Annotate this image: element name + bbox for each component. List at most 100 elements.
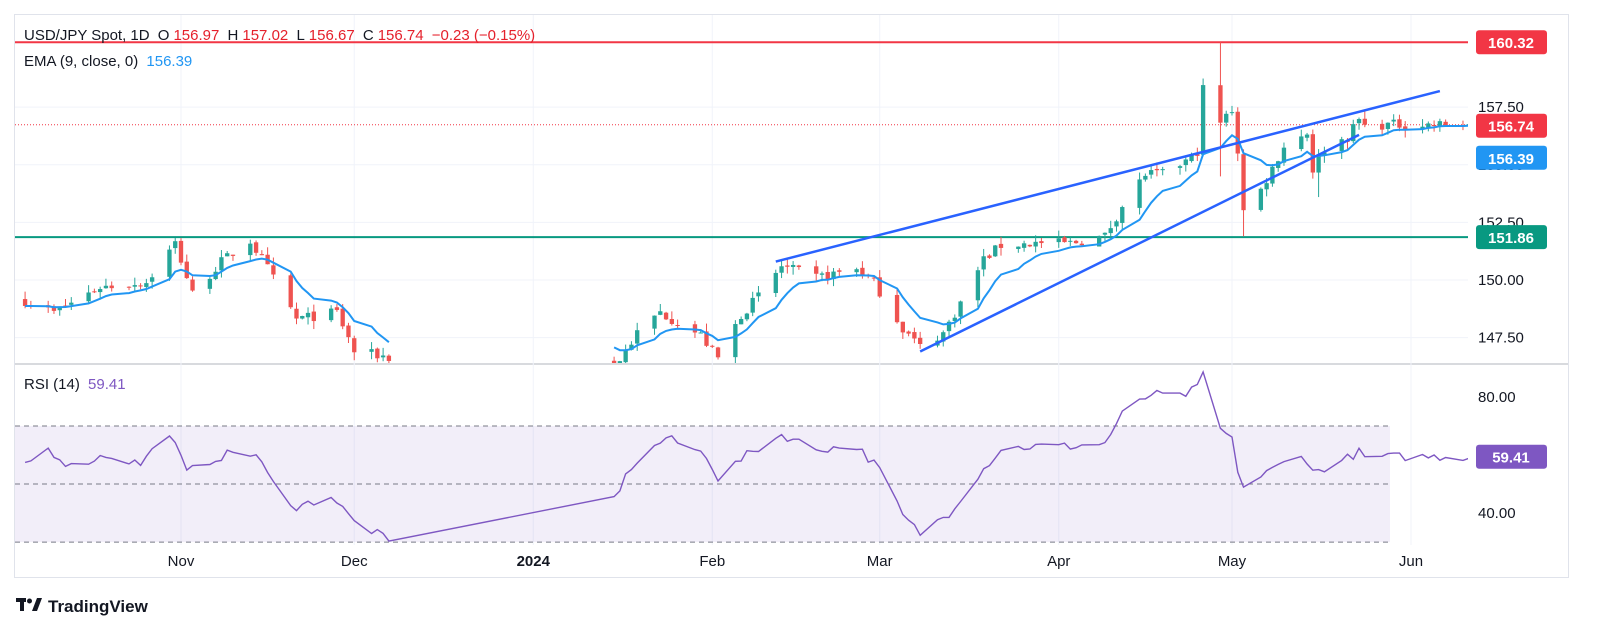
candle-body bbox=[1195, 154, 1200, 156]
candle-body bbox=[1120, 207, 1125, 223]
candle-body bbox=[92, 291, 97, 293]
candle-body bbox=[340, 308, 345, 327]
candle-body bbox=[785, 265, 790, 267]
ema-value: 156.39 bbox=[146, 53, 193, 70]
candle-body bbox=[1177, 166, 1183, 168]
open-label: O bbox=[157, 27, 170, 44]
candle-body bbox=[1351, 124, 1356, 142]
ema-line bbox=[25, 257, 390, 343]
candle-body bbox=[958, 301, 963, 317]
candle-body bbox=[738, 319, 744, 325]
candle-body bbox=[311, 311, 316, 322]
close-label: C bbox=[362, 27, 374, 44]
x-tick-label: Mar bbox=[867, 553, 893, 570]
candle-body bbox=[790, 264, 796, 267]
candle-body bbox=[97, 289, 103, 293]
candle-body bbox=[1229, 112, 1235, 114]
chart-frame bbox=[14, 14, 1569, 578]
y-tick-label: 147.50 bbox=[1478, 330, 1524, 347]
candle-body bbox=[1420, 126, 1425, 129]
brand-name: TradingView bbox=[48, 596, 148, 616]
candle-body bbox=[1079, 243, 1085, 246]
candle-body bbox=[877, 277, 882, 297]
candle-body bbox=[346, 325, 351, 338]
candle-body bbox=[715, 347, 721, 358]
candle-body bbox=[906, 331, 911, 334]
rsi-label: RSI (14) bbox=[24, 376, 80, 393]
change-value: −0.23 (−0.15%) bbox=[431, 27, 536, 44]
candle-body bbox=[1235, 111, 1240, 154]
candle-body bbox=[22, 299, 28, 306]
candle-body bbox=[825, 271, 830, 280]
candle-body bbox=[1304, 134, 1310, 138]
low-value: 156.67 bbox=[308, 27, 355, 44]
candle-body bbox=[173, 241, 178, 249]
candle-body bbox=[334, 307, 340, 310]
candle-body bbox=[1102, 232, 1108, 235]
rsi-line bbox=[24, 369, 1468, 542]
candle-body bbox=[225, 253, 230, 257]
candle-body bbox=[375, 348, 380, 359]
candle-body bbox=[178, 240, 184, 263]
candle-body bbox=[294, 308, 299, 319]
resistance-badge bbox=[1476, 30, 1547, 55]
candle-body bbox=[1270, 166, 1275, 184]
candle-body bbox=[51, 306, 57, 311]
candle-body bbox=[259, 254, 265, 256]
candle-body bbox=[1339, 139, 1344, 151]
candle-body bbox=[1264, 183, 1269, 190]
candle-body bbox=[704, 331, 709, 346]
high-label: H bbox=[227, 27, 239, 44]
candle-body bbox=[1154, 168, 1160, 171]
candle-body bbox=[623, 350, 628, 363]
candle-body bbox=[1027, 244, 1033, 247]
x-tick-label: 2024 bbox=[517, 553, 551, 570]
candle-body bbox=[814, 266, 819, 274]
support-badge bbox=[1476, 225, 1547, 250]
price-pane bbox=[15, 41, 1468, 363]
candle-body bbox=[138, 285, 143, 287]
candle-body bbox=[993, 245, 998, 257]
candle-body bbox=[1160, 169, 1165, 171]
rsi-legend[interactable]: RSI (14) 59.41 bbox=[24, 376, 130, 393]
ema-line bbox=[613, 124, 1468, 352]
low-label: L bbox=[296, 27, 305, 44]
tradingview-brand[interactable]: TradingView bbox=[16, 596, 148, 617]
x-tick-label: Dec bbox=[341, 553, 368, 570]
symbol-name[interactable]: USD/JPY Spot, 1D bbox=[24, 27, 150, 44]
candle-body bbox=[230, 254, 236, 256]
rsi-value-label: 59.41 bbox=[1492, 450, 1530, 467]
candle-body bbox=[652, 315, 657, 329]
candle-body bbox=[167, 249, 172, 277]
y-tick-label: 150.00 bbox=[1478, 272, 1524, 289]
candle-body bbox=[271, 265, 276, 275]
candle-body bbox=[1114, 221, 1119, 227]
candle-body bbox=[103, 285, 109, 289]
candle-body bbox=[1281, 147, 1287, 163]
ema-legend[interactable]: EMA (9, close, 0) 156.39 bbox=[24, 53, 196, 70]
candle-body bbox=[773, 272, 778, 294]
candle-body bbox=[611, 360, 617, 363]
candle-body bbox=[831, 271, 836, 280]
candle-body bbox=[675, 324, 680, 326]
rsi-value: 59.41 bbox=[88, 376, 126, 393]
candle-body bbox=[1200, 85, 1206, 155]
last-price-label: 156.74 bbox=[1488, 119, 1535, 136]
x-tick-label: Feb bbox=[699, 553, 725, 570]
candle-body bbox=[1056, 238, 1061, 243]
candle-body bbox=[207, 278, 213, 289]
candle-body bbox=[132, 285, 137, 287]
candle-body bbox=[658, 311, 663, 315]
candle-body bbox=[669, 319, 675, 324]
candle-body bbox=[305, 312, 311, 318]
candle-body bbox=[1039, 241, 1044, 244]
last-price-badge bbox=[1476, 113, 1547, 138]
candle-body bbox=[380, 355, 386, 358]
candle-body bbox=[894, 294, 900, 323]
candle-body bbox=[1397, 119, 1402, 128]
candle-body bbox=[248, 243, 253, 256]
candle-body bbox=[635, 330, 640, 344]
candle-body bbox=[1437, 121, 1443, 127]
candle-body bbox=[1426, 123, 1431, 128]
